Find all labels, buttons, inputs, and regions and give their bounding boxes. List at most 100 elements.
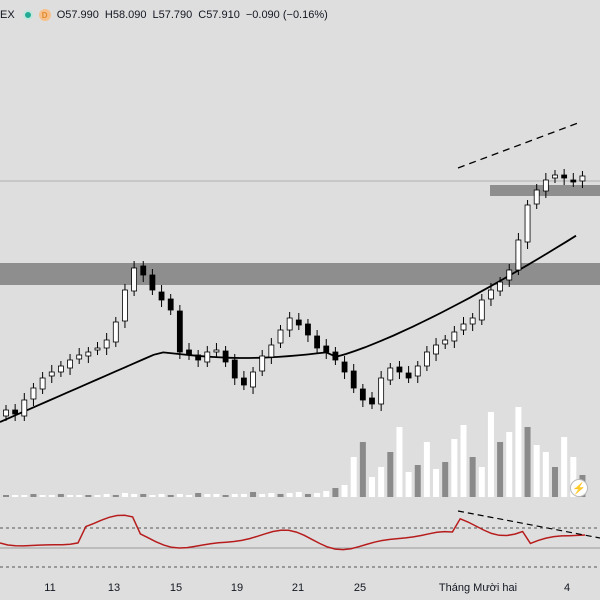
volume-bar [186,495,192,497]
candle-down [231,359,238,379]
volume-bar [12,495,19,497]
candle-up [524,204,531,243]
candle-up [433,344,439,355]
candle-up [94,347,101,351]
market-status-icon [22,10,33,20]
volume-bar [286,493,293,497]
candle-down [195,354,202,361]
volume-bar [213,494,220,497]
volume-bar [314,493,321,497]
candle-down [323,345,330,353]
candle-up [460,323,467,331]
volume-bar [304,494,311,497]
volume-bar [30,494,37,497]
candle-down [332,351,339,361]
rsi-layer [0,514,586,551]
candle-up [213,349,220,353]
volume-bar [94,495,101,497]
candle-up [268,344,275,358]
volume-bar [3,495,9,497]
volume-bar [176,494,183,497]
volume-bar [515,407,522,497]
candle-up [250,371,256,388]
candle-up [451,331,458,342]
volume-bar [497,442,504,497]
volume-bar [231,494,238,497]
candle-down [341,361,348,373]
delay-badge-icon: D [38,9,51,21]
volume-bar [552,467,558,497]
candle-up [378,377,385,405]
candle-down [149,274,156,291]
candle-down [240,377,247,386]
candle-down [359,388,366,401]
candle-down [369,397,375,405]
volume-bar [85,495,92,497]
volume-bar [533,445,540,497]
candle-down [176,310,183,353]
volume-bar [359,442,366,497]
x-axis-label: 13 [107,582,121,594]
volume-bar [369,477,375,497]
candle-up [3,409,9,417]
volume-bar [295,492,302,497]
candle-up [103,339,110,349]
volume-bar [487,412,494,497]
x-axis-label: 21 [291,582,305,594]
volume-layer [3,407,586,497]
candle-down [561,174,568,179]
alert-lightning-icon[interactable]: ⚡ [570,479,588,497]
volume-bar [76,495,83,497]
volume-bar [140,494,147,497]
x-axis-label: Tháng Mười hai [438,582,518,594]
volume-bar [195,493,202,497]
candle-up [497,281,504,292]
candle-up [58,365,64,373]
volume-bar [442,462,449,497]
volume-bar [21,495,28,497]
volume-bar [570,457,577,497]
volume-bar [469,457,476,497]
upper-trendline[interactable] [457,122,579,169]
candle-up [30,387,37,400]
volume-bar [350,457,357,497]
volume-bar [524,427,531,497]
candle-up [506,269,513,281]
x-axis-label: 11 [44,582,56,594]
candle-down [305,323,311,336]
volume-bar [378,467,385,497]
candle-up [542,179,549,192]
candle-up [67,359,73,369]
open-value: O57.990 [56,9,99,21]
candle-up [286,317,293,331]
candle-down [167,298,174,311]
candle-down [350,370,357,389]
volume-bar [433,469,440,497]
volume-bar [121,493,128,497]
candle-down [186,349,192,356]
candle-up [423,351,430,367]
volume-bar [131,494,138,497]
rsi-trendline[interactable] [457,510,600,539]
close-value: C57.910 [198,9,240,21]
volume-bar [103,494,110,497]
volume-bar [506,432,513,497]
candle-down [158,291,165,301]
x-axis-label: 15 [169,582,183,594]
x-axis-label: 19 [230,582,244,594]
symbol-label[interactable]: EX [0,9,15,21]
volume-bar [396,427,403,497]
candle-up [442,339,449,345]
high-value: H58.090 [104,9,147,21]
candle-up [579,175,586,182]
volume-bar [204,494,211,497]
volume-bar [39,495,46,497]
candle-down [12,409,19,415]
candle-up [478,299,485,321]
volume-bar [387,452,394,497]
volume-bar [67,495,74,497]
candle-up [85,351,92,357]
candle-up [414,365,421,377]
candle-up [76,354,83,360]
